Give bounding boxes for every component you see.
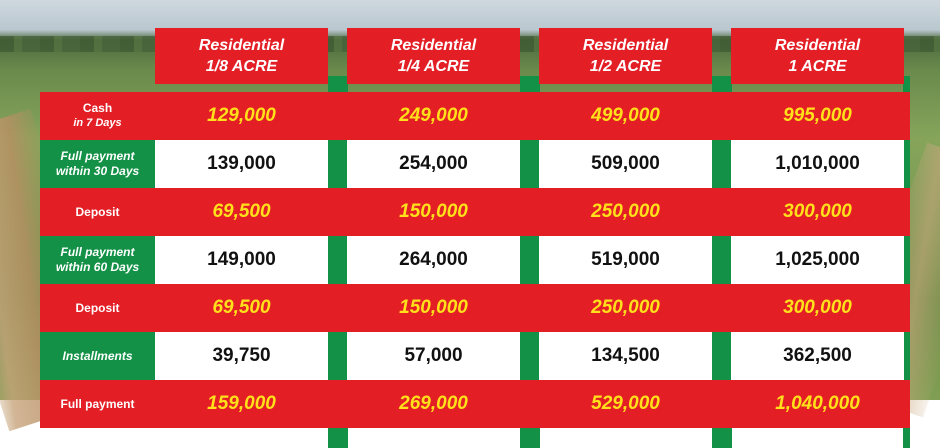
column-header-line1: Residential	[774, 37, 861, 54]
green-gap	[712, 332, 731, 380]
row-label: Deposit	[40, 284, 155, 332]
price-cell: 139,000	[155, 140, 328, 188]
row-label: Cash in 7 Days	[40, 92, 155, 140]
price-cell: 254,000	[347, 140, 520, 188]
row-band	[155, 284, 910, 332]
price-cell: 57,000	[347, 332, 520, 380]
price-cell: 529,000	[591, 393, 660, 414]
column-header-half-acre: Residential 1/2 ACRE	[539, 28, 712, 84]
green-gap	[903, 140, 910, 188]
row-label: Full payment	[40, 380, 155, 428]
price-cell: 150,000	[399, 297, 468, 318]
price-cell: 69,500	[212, 297, 271, 318]
row-label-main: Full payment	[60, 149, 135, 163]
row-band	[155, 188, 910, 236]
price-cell: 250,000	[591, 201, 660, 222]
column-header-line1: Residential	[390, 37, 477, 54]
green-gap	[712, 236, 731, 284]
price-cell: 1,040,000	[775, 393, 860, 414]
row-cash-7-days: Cash in 7 Days 129,000 249,000 499,000 995,00…	[40, 92, 910, 140]
green-gap	[520, 332, 539, 380]
price-cell: 250,000	[591, 297, 660, 318]
price-cell: 1,010,000	[731, 140, 904, 188]
column-header-eighth-acre: Residential 1/8 ACRE	[155, 28, 328, 84]
row-full-payment-60-days: Full payment within 60 Days 149,000 264,000…	[40, 236, 910, 284]
price-cell: 264,000	[347, 236, 520, 284]
row-label-sub: within 60 Days	[55, 260, 140, 274]
price-cell: 300,000	[783, 201, 852, 222]
green-gap	[712, 140, 731, 188]
row-label-main: Full payment	[60, 396, 135, 411]
price-cell: 362,500	[731, 332, 904, 380]
green-gap	[328, 236, 347, 284]
price-cell: 134,500	[539, 332, 712, 380]
row-label-sub: in 7 Days	[73, 117, 122, 129]
row-deposit-30: Deposit 69,500 150,000 250,000 300,000	[40, 188, 910, 236]
row-label-main: Deposit	[75, 300, 120, 315]
column-header-line2: 1/8 ACRE	[205, 58, 278, 75]
green-gap	[328, 332, 347, 380]
price-cell: 499,000	[591, 105, 660, 126]
price-cell: 69,500	[212, 201, 271, 222]
price-cell: 300,000	[783, 297, 852, 318]
column-header-one-acre: Residential 1 ACRE	[731, 28, 904, 84]
row-label-main: Full payment	[60, 245, 135, 259]
green-gap	[903, 332, 910, 380]
price-cell: 519,000	[539, 236, 712, 284]
price-cell: 150,000	[399, 201, 468, 222]
column-header-line2: 1/4 ACRE	[397, 58, 470, 75]
column-header-line2: 1 ACRE	[788, 58, 847, 75]
row-band	[155, 92, 910, 140]
row-label: Full payment within 30 Days	[40, 140, 155, 188]
green-gap	[328, 140, 347, 188]
row-installments: Installments 39,750 57,000 134,500 362,500	[40, 332, 910, 380]
price-cell: 269,000	[399, 393, 468, 414]
green-gap	[520, 140, 539, 188]
price-cell: 159,000	[207, 393, 276, 414]
row-label-main: Deposit	[75, 204, 120, 219]
row-label: Full payment within 60 Days	[40, 236, 155, 284]
row-label-main: Cash	[82, 101, 113, 115]
column-header-quarter-acre: Residential 1/4 ACRE	[347, 28, 520, 84]
row-deposit-60: Deposit 69,500 150,000 250,000 300,000	[40, 284, 910, 332]
price-cell: 129,000	[207, 105, 276, 126]
price-cell: 39,750	[155, 332, 328, 380]
column-header-line2: 1/2 ACRE	[589, 58, 662, 75]
price-cell: 1,025,000	[731, 236, 904, 284]
green-gap	[903, 236, 910, 284]
row-full-payment: Full payment 159,000 269,000 529,000 1,040,0…	[40, 380, 910, 428]
price-cell: 149,000	[155, 236, 328, 284]
price-cell: 249,000	[399, 105, 468, 126]
column-header-line1: Residential	[198, 37, 285, 54]
row-full-payment-30-days: Full payment within 30 Days 139,000 254,000…	[40, 140, 910, 188]
column-header-line1: Residential	[582, 37, 669, 54]
price-cell: 995,000	[783, 105, 852, 126]
price-cell: 509,000	[539, 140, 712, 188]
row-label-sub: within 30 Days	[55, 164, 140, 178]
row-label-main: Installments	[62, 348, 133, 363]
green-gap	[520, 236, 539, 284]
row-label: Deposit	[40, 188, 155, 236]
row-label: Installments	[40, 332, 155, 380]
